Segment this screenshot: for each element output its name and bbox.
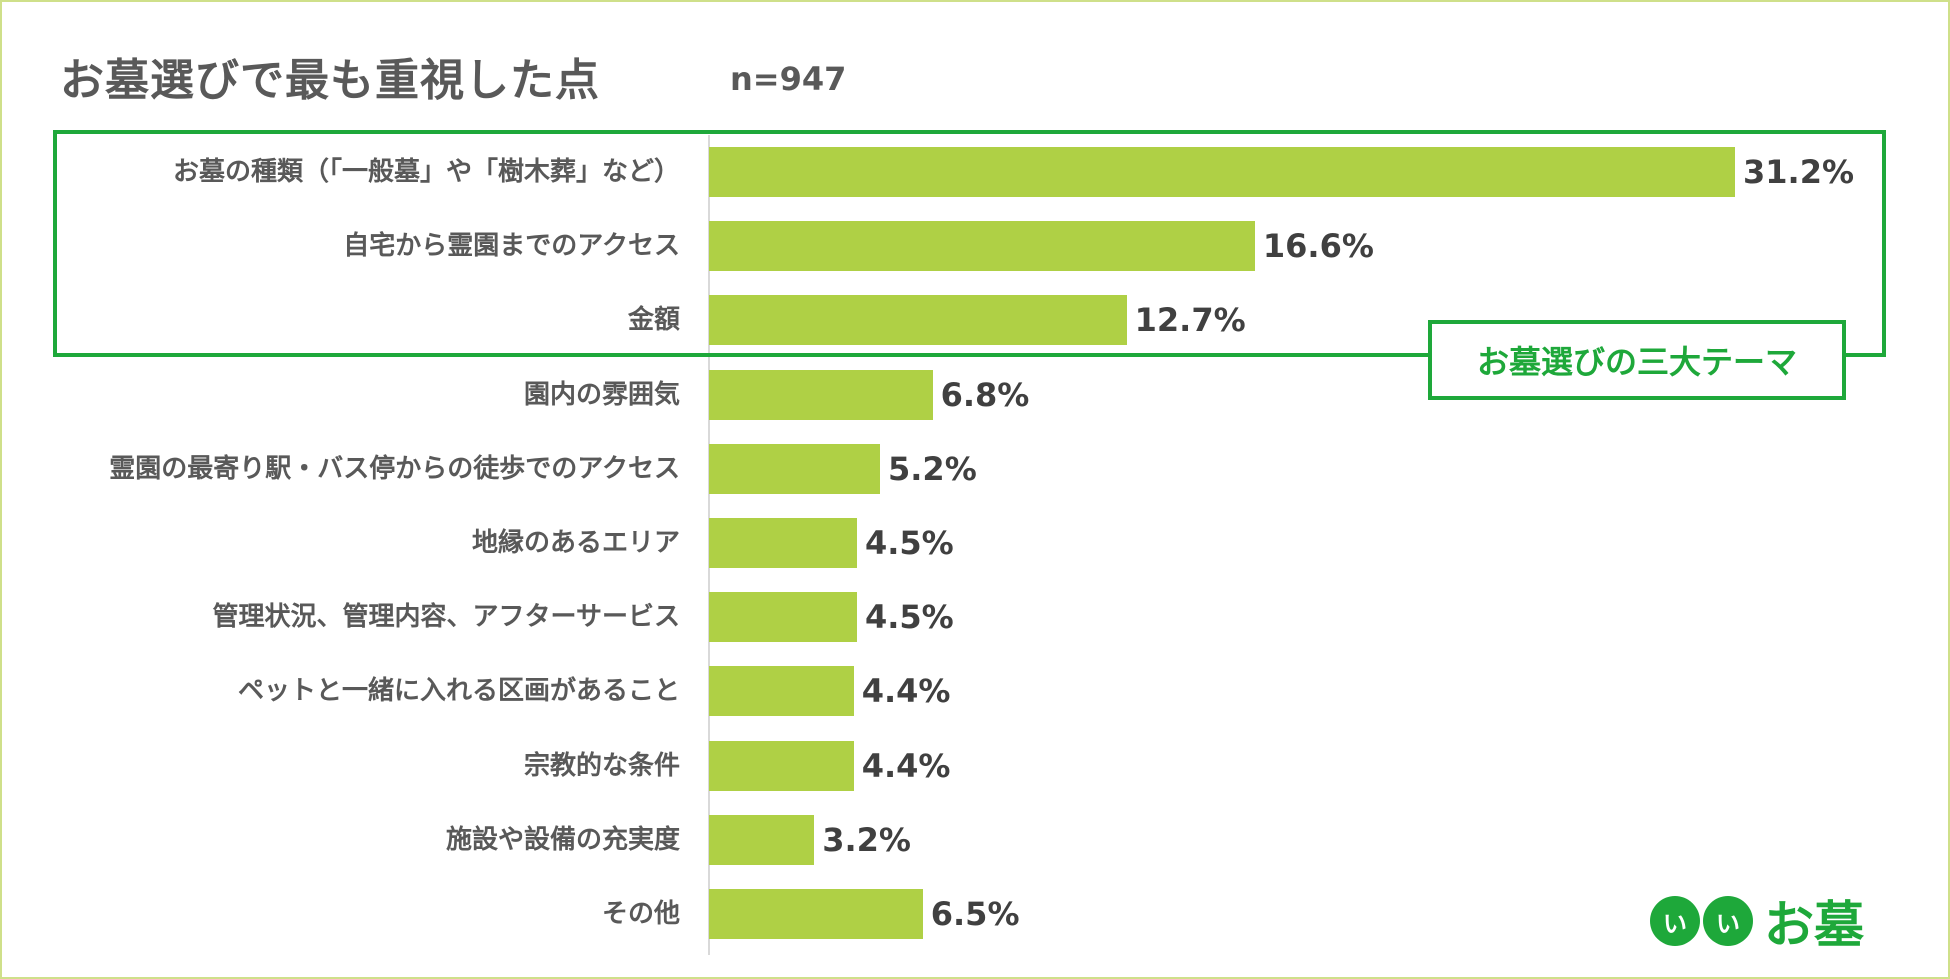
- value-label: 12.7%: [1134, 301, 1246, 340]
- bar-row: その他 6.5%: [0, 889, 1950, 939]
- logo-text: お墓: [1764, 896, 1864, 954]
- bar-row: 園内の雰囲気 6.8%: [0, 369, 1950, 420]
- value-label: 4.4%: [861, 746, 951, 785]
- bar: [709, 518, 857, 568]
- bar: [709, 740, 854, 791]
- bar-row: ペットと一緒に入れる区画があること 4.4%: [0, 666, 1950, 717]
- bar-row: 施設や設備の充実度 3.2%: [0, 814, 1950, 865]
- bar-row: 金額 12.7%: [0, 295, 1950, 346]
- value-label: 4.4%: [861, 672, 951, 711]
- category-label: 地縁のあるエリア: [471, 528, 680, 558]
- bar-row: 地縁のあるエリア 4.5%: [0, 518, 1950, 568]
- value-label: 4.5%: [864, 598, 954, 637]
- category-label: 園内の雰囲気: [523, 379, 680, 410]
- bar-row: 霊園の最寄り駅・バス停からの徒歩でのアクセス 5.2%: [0, 443, 1950, 494]
- category-label: 金額: [627, 305, 680, 336]
- bar-row: 自宅から霊園までのアクセス 16.6%: [0, 221, 1950, 272]
- logo-circle-1: い: [1650, 896, 1700, 946]
- category-label: ペットと一緒に入れる区画があること: [237, 676, 680, 707]
- category-label: 宗教的な条件: [523, 750, 680, 781]
- sample-size-label: n=947: [730, 60, 847, 98]
- value-label: 16.6%: [1262, 227, 1374, 266]
- bar: [709, 147, 1735, 197]
- bar: [709, 889, 923, 939]
- category-label: 霊園の最寄り駅・バス停からの徒歩でのアクセス: [109, 453, 680, 484]
- category-label: 自宅から霊園までのアクセス: [343, 231, 680, 262]
- category-label: 管理状況、管理内容、アフターサービス: [212, 602, 680, 633]
- bar: [709, 295, 1127, 346]
- value-label: 6.8%: [940, 375, 1030, 414]
- value-label: 3.2%: [822, 820, 911, 859]
- bar-row: 管理状況、管理内容、アフターサービス 4.5%: [0, 592, 1950, 643]
- value-label: 6.5%: [930, 895, 1020, 933]
- chart-title: お墓選びで最も重視した点: [60, 55, 600, 106]
- category-label: その他: [601, 899, 680, 929]
- value-label: 31.2%: [1743, 153, 1855, 191]
- value-label: 4.5%: [864, 524, 954, 562]
- bar: [709, 369, 933, 420]
- category-label: お墓の種類（「一般墓」や「樹木葬」など）: [172, 157, 680, 187]
- bar-row: 宗教的な条件 4.4%: [0, 740, 1950, 791]
- logo: い い お墓: [1650, 890, 1864, 954]
- top3-highlight-box: [53, 130, 1886, 357]
- top3-theme-label: お墓選びの三大テーマ: [1428, 320, 1846, 400]
- bar: [709, 814, 815, 865]
- logo-circle-2: い: [1703, 896, 1753, 946]
- bar: [709, 666, 854, 717]
- bar: [709, 221, 1255, 272]
- bar: [709, 443, 880, 494]
- bar-row: お墓の種類（「一般墓」や「樹木葬」など） 31.2%: [0, 147, 1950, 197]
- category-label: 施設や設備の充実度: [445, 824, 680, 855]
- bar: [709, 592, 857, 643]
- value-label: 5.2%: [888, 449, 977, 488]
